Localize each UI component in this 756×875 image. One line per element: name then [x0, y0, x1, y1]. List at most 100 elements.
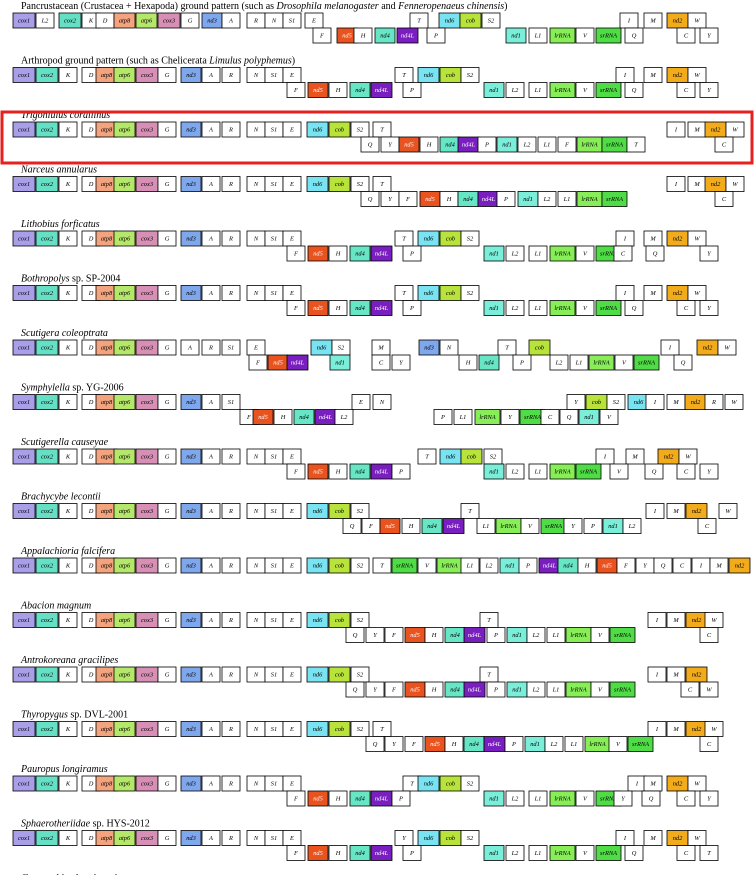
- gene-w: W: [704, 612, 724, 628]
- gene-cob: cob: [439, 830, 462, 846]
- gene-cox3: cox3: [135, 285, 159, 301]
- svg-text:V: V: [583, 87, 588, 94]
- svg-text:I: I: [674, 127, 678, 134]
- svg-text:cox2: cox2: [41, 617, 54, 624]
- svg-text:nd6: nd6: [445, 18, 455, 25]
- svg-text:T: T: [380, 563, 384, 570]
- gene-i: I: [666, 121, 686, 138]
- gene-i: I: [615, 830, 635, 846]
- gene-e: E: [246, 339, 266, 356]
- taxon-label: Thyropygus sp. DVL-2001: [21, 710, 128, 721]
- gene-h: H: [353, 27, 373, 44]
- svg-text:cob: cob: [335, 617, 344, 624]
- svg-text:C: C: [688, 687, 693, 694]
- svg-text:cox3: cox3: [141, 181, 153, 188]
- svg-text:C: C: [684, 33, 689, 40]
- svg-text:K: K: [65, 672, 71, 679]
- gene-n: N: [264, 12, 284, 29]
- gene-srrna: srRNA: [595, 27, 622, 44]
- gene-w: W: [687, 67, 707, 83]
- gene-k: K: [58, 67, 78, 83]
- svg-text:S2: S2: [467, 835, 474, 842]
- svg-text:W: W: [706, 687, 712, 694]
- gene-g: G: [157, 612, 177, 628]
- svg-text:srRNA: srRNA: [600, 251, 617, 258]
- gene-p: P: [426, 27, 446, 44]
- gene-t: T: [626, 136, 646, 153]
- svg-text:H: H: [431, 687, 437, 694]
- gene-n: N: [246, 285, 266, 301]
- svg-text:nd2: nd2: [692, 726, 702, 733]
- svg-text:M: M: [672, 399, 679, 406]
- gene-m: M: [643, 230, 663, 247]
- svg-text:V: V: [425, 563, 430, 570]
- gene-q: Q: [641, 790, 661, 807]
- svg-text:nd2: nd2: [692, 508, 702, 515]
- svg-text:cob: cob: [335, 127, 344, 134]
- gene-nd4: nd4: [349, 463, 371, 480]
- gene-w: W: [724, 394, 744, 410]
- gene-cox3: cox3: [135, 830, 159, 846]
- svg-text:cox2: cox2: [41, 399, 54, 406]
- svg-text:nd2: nd2: [691, 399, 701, 406]
- svg-text:cox1: cox1: [18, 18, 30, 25]
- gene-l2: L2: [505, 82, 525, 98]
- svg-text:cox3: cox3: [141, 835, 153, 842]
- gene-cox3: cox3: [135, 448, 159, 465]
- gene-k: K: [58, 503, 78, 519]
- svg-text:nd3: nd3: [186, 563, 196, 570]
- svg-text:atp8: atp8: [101, 726, 113, 733]
- svg-text:cob: cob: [335, 181, 344, 188]
- gene-nd5: nd5: [398, 136, 420, 153]
- gene-cox2: cox2: [35, 285, 59, 301]
- svg-text:Q: Q: [632, 33, 637, 40]
- svg-text:cox2: cox2: [41, 835, 54, 842]
- svg-text:cob: cob: [446, 72, 455, 79]
- svg-text:Q: Q: [653, 251, 658, 258]
- gene-f: F: [286, 463, 306, 480]
- gene-nd4: nd4: [349, 845, 371, 861]
- svg-text:L2: L2: [511, 305, 520, 312]
- gene-q: Q: [644, 463, 664, 480]
- svg-text:N: N: [253, 72, 259, 79]
- gene-r: R: [221, 557, 241, 574]
- svg-text:nd3: nd3: [186, 672, 196, 679]
- svg-text:nd4: nd4: [299, 414, 309, 421]
- gene-lrrna: lrRNA: [584, 736, 611, 752]
- gene-e: E: [282, 666, 302, 683]
- gene-lrrna: lrRNA: [549, 82, 576, 98]
- svg-text:C: C: [722, 142, 727, 149]
- svg-text:K: K: [65, 781, 71, 788]
- gene-atp8: atp8: [95, 285, 118, 301]
- svg-text:T: T: [707, 850, 711, 857]
- svg-text:R: R: [228, 563, 233, 570]
- svg-text:F: F: [391, 687, 396, 694]
- svg-text:L2: L2: [628, 523, 637, 530]
- gene-nd2: nd2: [704, 121, 727, 138]
- svg-text:V: V: [528, 523, 533, 530]
- gene-v: V: [599, 409, 619, 425]
- svg-text:L2: L2: [511, 796, 520, 803]
- gene-nd1: nd1: [505, 27, 527, 44]
- svg-text:P: P: [503, 196, 508, 203]
- svg-text:T: T: [505, 345, 509, 352]
- gene-n: N: [246, 721, 266, 737]
- gene-i: I: [647, 612, 667, 628]
- svg-text:lrRNA: lrRNA: [554, 87, 570, 94]
- gene-s2: S2: [460, 830, 480, 846]
- taxon-label: Pauropus longiramus: [20, 764, 108, 775]
- gene-v: V: [590, 681, 610, 698]
- svg-text:S1: S1: [271, 181, 277, 188]
- gene-cox3: cox3: [135, 394, 159, 410]
- gene-g: G: [157, 557, 177, 574]
- svg-text:cox2: cox2: [41, 72, 54, 79]
- svg-text:atp6: atp6: [119, 617, 131, 624]
- gene-i: I: [615, 285, 635, 301]
- gene-t: T: [402, 775, 422, 792]
- svg-text:Y: Y: [392, 741, 397, 748]
- svg-text:nd4: nd4: [355, 305, 365, 312]
- svg-text:nd6: nd6: [424, 236, 434, 243]
- svg-text:M: M: [649, 72, 656, 79]
- gene-e: E: [304, 12, 324, 29]
- gene-y: Y: [365, 627, 385, 643]
